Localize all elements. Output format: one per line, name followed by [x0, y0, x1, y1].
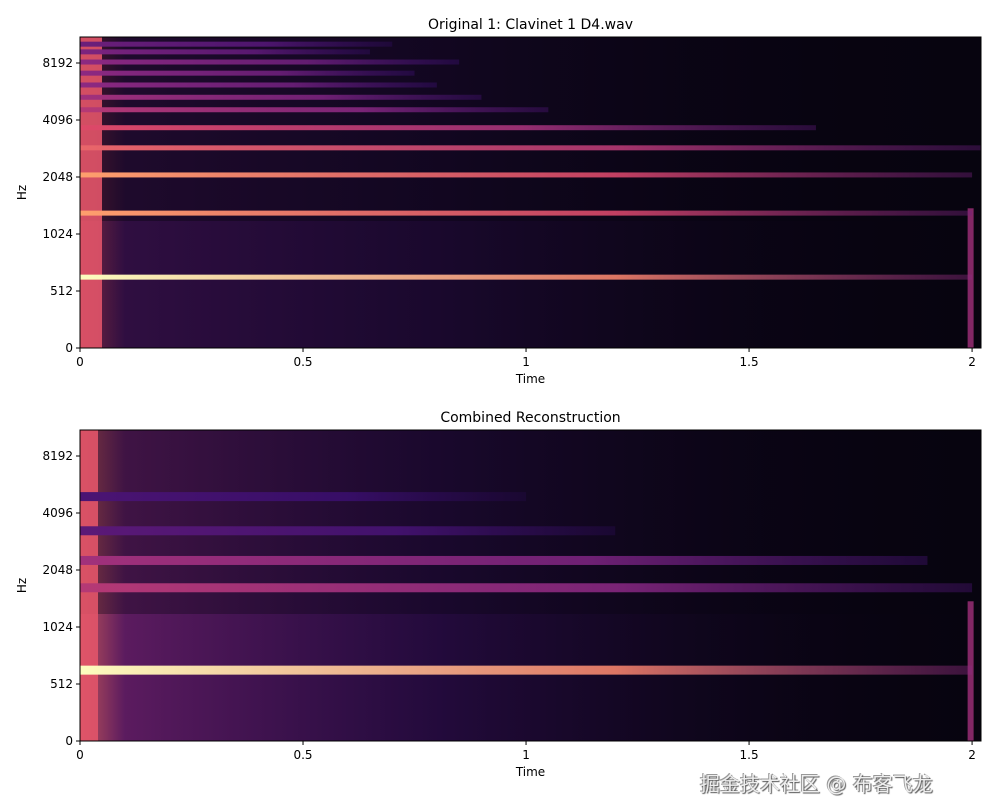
x-tick-label: 0: [76, 355, 84, 369]
y-axis-label: Hz: [15, 185, 29, 200]
harmonic-band: [80, 492, 527, 502]
harmonic-band: [80, 125, 816, 131]
harmonic-band: [80, 82, 437, 88]
watermark: 掘金技术社区 @ 布客飞龙: [700, 772, 933, 796]
low-frequency-energy: [80, 613, 981, 741]
harmonic-band: [80, 210, 973, 216]
harmonic-band: [80, 274, 973, 280]
harmonic-band: [80, 59, 460, 65]
y-tick-label: 1024: [42, 227, 73, 241]
harmonic-band: [80, 172, 973, 178]
x-tick-label: 1: [522, 355, 530, 369]
harmonic-band: [80, 41, 393, 47]
spectrogram-panel-2: 0 0.5 1 1.5 2 0 512 1024 2048 4096 8192 Combined Re…: [15, 410, 982, 779]
y-tick-label: 4096: [42, 506, 73, 520]
x-tick-label: 1.5: [740, 355, 759, 369]
x-axis-label: Time: [515, 372, 545, 386]
y-tick-label: 512: [50, 677, 73, 691]
x-tick-label: 2: [968, 355, 976, 369]
spectrogram-panel-1: 0 0.5 1 1.5 2 0 512 1024 2048 4096 8192 Original 1:…: [15, 17, 982, 386]
y-tick-label: 512: [50, 284, 73, 298]
y-tick-label: 8192: [42, 56, 73, 70]
harmonic-band: [80, 555, 928, 565]
y-tick-label: 4096: [42, 113, 73, 127]
x-tick-label: 0.5: [293, 748, 312, 762]
y-tick-label: 8192: [42, 449, 73, 463]
x-tick-label: 0.5: [293, 355, 312, 369]
x-axis-label: Time: [515, 765, 545, 779]
chart-title: Combined Reconstruction: [440, 410, 620, 426]
y-tick-label: 1024: [42, 620, 73, 634]
y-tick-label: 0: [65, 734, 73, 748]
low-frequency-energy: [80, 220, 981, 348]
axes-frame: [79, 429, 982, 742]
harmonic-band: [80, 107, 549, 113]
chart-title: Original 1: Clavinet 1 D4.wav: [428, 17, 633, 33]
x-tick-label: 0: [76, 748, 84, 762]
y-axis-label: Hz: [15, 578, 29, 593]
y-tick-label: 2048: [42, 563, 73, 577]
x-tick-label: 2: [968, 748, 976, 762]
harmonic-band: [80, 70, 415, 76]
axes-frame: [79, 36, 982, 349]
harmonic-band: [80, 49, 370, 55]
x-tick-label: 1.5: [740, 748, 759, 762]
harmonic-band: [80, 583, 973, 593]
y-tick-label: 2048: [42, 170, 73, 184]
harmonic-band: [80, 94, 482, 100]
harmonic-band: [80, 145, 981, 151]
x-tick-label: 1: [522, 748, 530, 762]
harmonic-band: [80, 526, 616, 536]
onset-transient: [80, 37, 102, 348]
harmonic-band: [80, 665, 973, 675]
y-tick-label: 0: [65, 341, 73, 355]
